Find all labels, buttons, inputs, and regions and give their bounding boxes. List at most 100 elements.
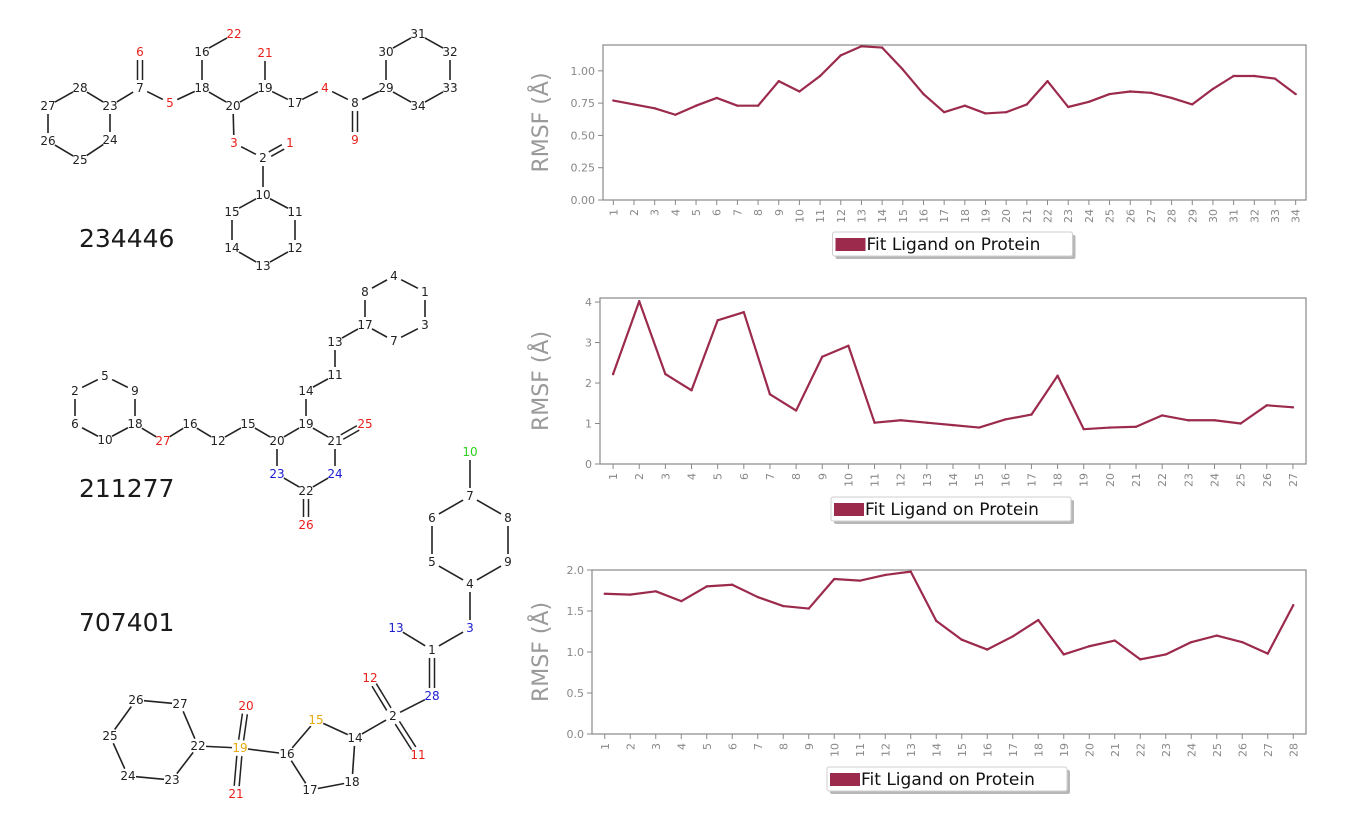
mol-707401-atom-label: 28 <box>424 689 439 703</box>
x-tick-label: 4 <box>669 209 682 216</box>
legend-swatch <box>835 238 866 251</box>
mol-234446-bond <box>208 37 228 49</box>
data-point <box>1129 90 1132 93</box>
mol-234446-bond <box>176 90 196 101</box>
data-point <box>736 104 739 107</box>
legend-label: Fit Ligand on Protein <box>865 500 1039 520</box>
mol-707401-atom-label: 17 <box>302 783 317 797</box>
mol-211277-atom-label: 3 <box>421 318 429 332</box>
mol-234446-bond <box>271 90 289 101</box>
data-point <box>798 90 801 93</box>
mol-707401-bond <box>182 711 196 739</box>
x-tick-label: 1 <box>607 209 620 216</box>
x-tick-label: 5 <box>712 473 725 480</box>
y-tick-label: 0.75 <box>571 97 596 110</box>
mol-234446-atom-label: 4 <box>321 81 329 95</box>
rmsf-chart-707401: 0.00.51.01.52.01 2 3 4 5 6 7 8 9 10 11 12 13 14 15 16 17… <box>527 564 1307 794</box>
x-tick-label: 3 <box>650 743 663 750</box>
data-point <box>782 604 785 608</box>
x-tick-label: 1 <box>599 743 612 750</box>
mol-211277-atom-label: 1 <box>421 285 429 299</box>
mol-234446-bond <box>54 144 74 157</box>
mol-707401-double-bond <box>238 756 243 787</box>
mol-211277-atom-label: 25 <box>357 417 372 431</box>
mol-707401-atom-label: 2 <box>389 709 397 723</box>
x-tick-label: 15 <box>973 473 986 487</box>
x-tick-label: 19 <box>1058 743 1071 757</box>
data-point <box>1215 634 1218 637</box>
mol-707401-atom-label: 14 <box>347 731 362 745</box>
mol-211277-atom-label: 15 <box>240 417 255 431</box>
y-tick-label: 0.50 <box>571 129 596 142</box>
mol-234446-atom-label: 11 <box>287 205 302 219</box>
mol-211277-bond <box>169 427 184 438</box>
mol-234446-atom-label: 25 <box>72 153 87 167</box>
x-tick-label: 18 <box>1032 743 1045 757</box>
mol-234446-bond <box>424 37 444 49</box>
x-tick-label: 21 <box>1130 473 1143 487</box>
legend: Fit Ligand on Protein <box>830 496 1074 524</box>
x-tick-label: 4 <box>686 473 699 480</box>
mol-234446-atom-label: 21 <box>257 46 272 60</box>
mol-707401-atom-label: 20 <box>238 699 253 713</box>
data-point <box>1030 413 1033 416</box>
plot-frame <box>591 569 1307 735</box>
data-point <box>638 300 641 303</box>
data-point <box>984 112 987 115</box>
data-point <box>777 79 780 83</box>
x-tick-label: 9 <box>803 743 816 750</box>
mol-211277-bond <box>371 279 388 289</box>
x-tick-label: 20 <box>1104 473 1117 487</box>
mol-211277-atom-label: 13 <box>327 335 342 349</box>
x-tick-label: 9 <box>773 209 786 216</box>
mol-707401-bond <box>361 719 387 735</box>
x-tick-label: 17 <box>938 209 951 223</box>
data-point <box>833 577 836 581</box>
x-tick-label: 33 <box>1269 209 1282 223</box>
mol-234446-bond <box>208 91 227 103</box>
x-tick-label: 20 <box>1000 209 1013 223</box>
x-tick-label: 23 <box>1062 209 1075 223</box>
data-point <box>1191 103 1194 106</box>
mol-707401-double-bond <box>237 713 244 740</box>
mol-211277-bond <box>224 427 242 438</box>
mol-234446-atom-label: 12 <box>287 241 302 255</box>
mol-234446-bond <box>392 91 412 103</box>
mol-211277-bond <box>196 427 212 438</box>
mol-707401-double-bond <box>394 723 413 751</box>
mol-234446-bond <box>86 143 104 157</box>
data-point <box>690 389 693 392</box>
mol-234446-bond <box>238 198 257 209</box>
x-tick-label: 6 <box>726 743 739 750</box>
mol-234446-double-bond <box>268 144 283 153</box>
legend-swatch <box>830 773 860 786</box>
x-tick-label: 24 <box>1083 209 1096 223</box>
data-point <box>884 573 887 577</box>
x-tick-label: 13 <box>905 743 918 757</box>
data-point <box>1082 427 1085 431</box>
legend: Fit Ligand on Protein <box>832 231 1076 259</box>
mol-707401-bond <box>291 725 312 749</box>
x-tick-label: 20 <box>1083 743 1096 757</box>
data-point <box>1266 652 1269 655</box>
mol-707401-bond <box>399 698 426 714</box>
data-point <box>960 638 963 641</box>
mol-234446-bond <box>146 90 164 101</box>
mol-211277-atom-label: 26 <box>298 518 313 532</box>
series-line <box>604 570 1295 661</box>
data-point <box>821 355 824 358</box>
mol-707401-atom-label: 12 <box>362 671 377 685</box>
data-point <box>1292 604 1295 607</box>
mol-707401-atom-label: 13 <box>388 621 403 635</box>
mol-707401-atom-label: 8 <box>504 511 512 525</box>
mol-234446-atom-label: 16 <box>194 45 209 59</box>
mol-707401-bond <box>247 748 280 754</box>
data-point <box>1239 422 1242 425</box>
mol-707401-bond <box>476 499 502 515</box>
y-tick-label: 0.0 <box>567 728 585 741</box>
mol-211277-bond <box>283 477 300 488</box>
x-tick-label: 7 <box>752 743 765 750</box>
mol-211277-atom-label: 11 <box>327 368 342 382</box>
data-point <box>1062 653 1065 656</box>
